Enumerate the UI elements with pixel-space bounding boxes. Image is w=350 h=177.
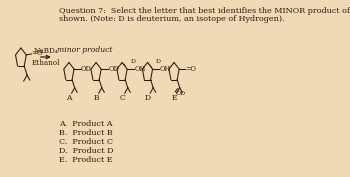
Text: D.  Product D: D. Product D [59,147,113,155]
Text: D: D [130,59,135,64]
Text: =O: =O [32,49,43,57]
Text: OH: OH [160,65,171,73]
Text: B: B [93,93,99,101]
Text: A.  Product A: A. Product A [59,120,112,128]
Text: OD: OD [175,91,186,96]
Text: OD: OD [81,65,92,73]
Text: B.  Product B: B. Product B [59,129,112,137]
Text: Question 7:  Select the letter that best identifies the MINOR product of the rea: Question 7: Select the letter that best … [59,7,350,15]
Text: E.  Product E: E. Product E [59,156,112,164]
Text: D: D [156,59,161,64]
Text: shown. (Note: D is deuterium, an isotope of Hydrogen).: shown. (Note: D is deuterium, an isotope… [59,15,285,23]
Text: D: D [145,93,150,101]
Text: OD: OD [108,65,119,73]
Text: OH: OH [134,65,146,73]
Text: =O: =O [185,65,196,73]
Text: A: A [66,93,72,101]
Text: C: C [119,93,125,101]
Text: C.  Product C: C. Product C [59,138,113,146]
Text: Ethanol: Ethanol [32,59,60,67]
Text: E: E [171,93,177,101]
Text: minor product: minor product [56,46,112,54]
Text: NaBD₄: NaBD₄ [34,47,58,55]
